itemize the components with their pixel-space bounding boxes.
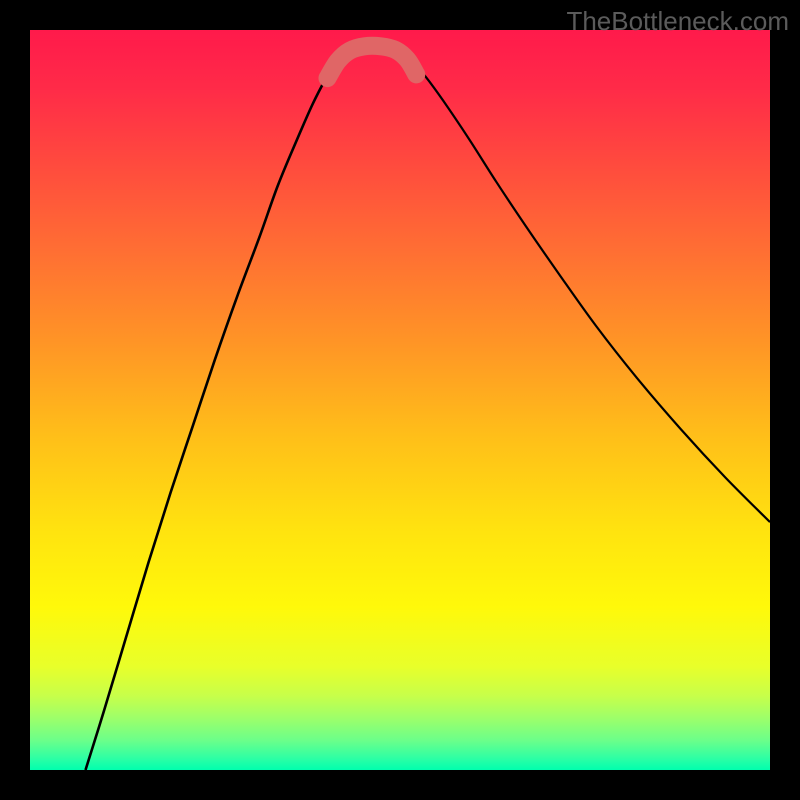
- watermark-text: TheBottleneck.com: [566, 6, 789, 37]
- chart-stage: TheBottleneck.com: [0, 0, 800, 800]
- plot-svg: [30, 30, 770, 770]
- gradient-background: [30, 30, 770, 770]
- plot-area: [30, 30, 770, 770]
